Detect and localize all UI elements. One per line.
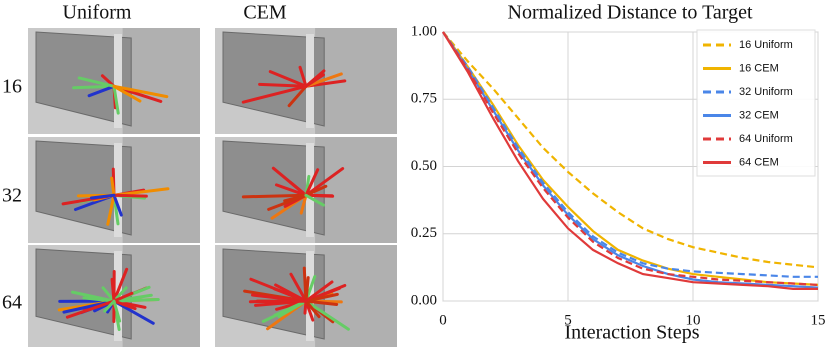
legend-label: 64 CEM bbox=[739, 156, 779, 168]
arrow bbox=[304, 299, 339, 306]
wall bbox=[315, 28, 397, 134]
cabinet bbox=[35, 140, 132, 236]
arrow bbox=[277, 299, 308, 319]
arrow bbox=[101, 286, 116, 303]
arrow bbox=[112, 193, 148, 198]
arrow bbox=[248, 299, 308, 304]
arrow bbox=[274, 183, 308, 197]
scene-image bbox=[215, 245, 397, 347]
arrow bbox=[258, 82, 308, 88]
arrow bbox=[299, 193, 308, 215]
arrow bbox=[112, 84, 120, 115]
scene-image bbox=[215, 28, 397, 134]
arrow bbox=[89, 193, 116, 200]
arrow bbox=[87, 84, 116, 98]
arrow bbox=[112, 193, 123, 217]
arrow bbox=[110, 277, 116, 303]
door bbox=[114, 143, 122, 237]
arrow bbox=[267, 193, 308, 211]
arrow bbox=[112, 267, 129, 303]
arrow bbox=[112, 291, 134, 303]
legend-box bbox=[696, 29, 816, 177]
wall bbox=[122, 28, 200, 134]
x-tick-label: 15 bbox=[811, 312, 826, 328]
arrow bbox=[304, 292, 339, 303]
arrow bbox=[289, 272, 308, 303]
door bbox=[306, 251, 314, 341]
legend-label: 16 CEM bbox=[739, 62, 779, 74]
arrow bbox=[304, 280, 334, 303]
series-line bbox=[442, 31, 819, 286]
cabinet bbox=[222, 140, 325, 236]
cabinet bbox=[222, 31, 325, 127]
arrow bbox=[287, 84, 308, 108]
door bbox=[114, 34, 122, 128]
arrow bbox=[304, 193, 325, 207]
y-tick-label: 0.75 bbox=[411, 91, 437, 107]
y-tick-label: 1.00 bbox=[411, 23, 437, 39]
arrow bbox=[304, 193, 335, 198]
legend-label: 64 Uniform bbox=[739, 133, 793, 145]
arrow bbox=[241, 84, 308, 104]
arrow bbox=[82, 296, 116, 303]
arrow bbox=[112, 299, 122, 323]
row-label: 16 bbox=[2, 76, 22, 98]
arrow bbox=[268, 70, 308, 88]
y-tick-label: 0.00 bbox=[411, 292, 437, 308]
series-line bbox=[442, 31, 819, 269]
arrow bbox=[298, 65, 308, 88]
x-tick-label: 0 bbox=[439, 312, 447, 328]
arrow bbox=[304, 73, 325, 88]
cabinet bbox=[222, 248, 325, 340]
row-label: 64 bbox=[2, 292, 22, 314]
series-line bbox=[442, 31, 818, 278]
arrow bbox=[112, 84, 142, 103]
arrow bbox=[241, 193, 308, 199]
arrow bbox=[112, 299, 137, 311]
arrow bbox=[110, 176, 116, 197]
row-label: 32 bbox=[2, 185, 22, 207]
arrow bbox=[72, 84, 116, 90]
x-tick-label: 5 bbox=[564, 312, 572, 328]
wall bbox=[315, 137, 397, 243]
arrow bbox=[271, 166, 308, 197]
arrow bbox=[103, 299, 116, 313]
y-tick-label: 0.25 bbox=[411, 225, 437, 241]
scene-image bbox=[28, 28, 200, 134]
series-line bbox=[442, 31, 818, 290]
arrow bbox=[272, 287, 308, 303]
x-tick-label: 10 bbox=[686, 312, 701, 328]
arrow bbox=[112, 84, 169, 99]
arrow bbox=[304, 184, 328, 197]
arrow bbox=[302, 266, 308, 303]
arrow bbox=[106, 193, 116, 226]
arrow bbox=[304, 72, 343, 88]
legend-label: 16 Uniform bbox=[739, 39, 793, 51]
legend-label: 32 Uniform bbox=[739, 86, 793, 98]
arrow bbox=[304, 168, 320, 197]
arrow bbox=[304, 299, 350, 331]
scene-image bbox=[28, 245, 200, 347]
column-label: Uniform bbox=[63, 2, 132, 24]
scene-image bbox=[28, 137, 200, 243]
x-axis-label: Interaction Steps bbox=[565, 322, 700, 344]
arrow bbox=[304, 299, 321, 319]
column-label: CEM bbox=[243, 2, 287, 24]
series-line bbox=[442, 31, 819, 289]
chart-title: Normalized Distance to Target bbox=[508, 2, 753, 24]
arrow bbox=[77, 76, 116, 88]
scene-image bbox=[215, 137, 397, 243]
image-panels bbox=[28, 28, 397, 347]
legend-label: 32 CEM bbox=[739, 109, 779, 121]
arrow bbox=[304, 167, 345, 197]
wall bbox=[122, 245, 200, 347]
y-tick-label: 0.50 bbox=[411, 158, 437, 174]
arrow bbox=[65, 299, 116, 319]
